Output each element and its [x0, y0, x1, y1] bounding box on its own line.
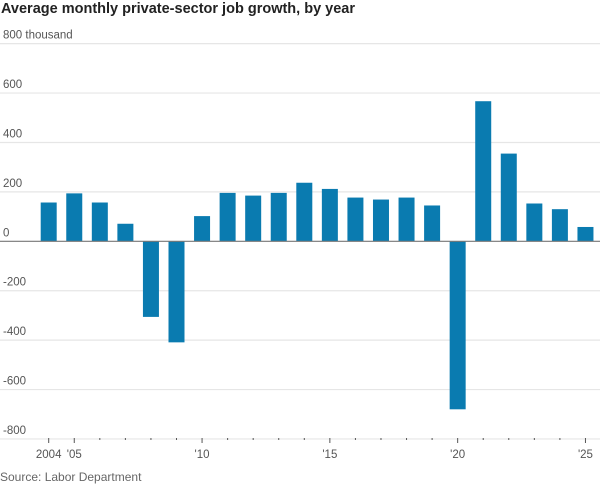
bar-2005 [66, 193, 83, 242]
x-tick-label: '25 [578, 449, 593, 461]
bar-2018 [398, 197, 415, 242]
y-tick-label: 200 [3, 178, 22, 190]
bar-2019 [424, 205, 441, 242]
y-tick-label: -200 [3, 277, 26, 289]
y-tick-label: -400 [3, 326, 26, 338]
bar-2021 [475, 101, 492, 242]
bar-2011 [219, 192, 236, 242]
x-tick-label: '15 [322, 449, 337, 461]
bar-2006 [91, 202, 108, 242]
bar-2022 [500, 153, 517, 242]
bar-2004 [40, 202, 57, 242]
bar-2013 [270, 192, 287, 242]
x-tick-label: '10 [195, 449, 210, 461]
y-tick-label: 800 thousand [3, 30, 73, 42]
bar-2023 [526, 203, 543, 242]
chart-title: Average monthly private-sector job growt… [1, 1, 355, 17]
x-tick-label: '05 [67, 449, 82, 461]
bar-chart: 800 thousand 600 400 200 0 -200 -400 -600 -800 20… [0, 30, 600, 461]
bar-2008 [142, 241, 159, 317]
y-tick-label: 600 [3, 79, 22, 91]
y-tick-label: 0 [3, 227, 9, 239]
bar-2007 [117, 223, 134, 242]
y-tick-label: -800 [3, 425, 26, 437]
bar-2017 [372, 199, 389, 242]
y-tick-label: -600 [3, 376, 26, 388]
x-tick-label: 2004 [36, 449, 62, 461]
bar-2024 [551, 209, 568, 242]
bar-2025 [577, 226, 594, 242]
bar-2012 [245, 195, 262, 242]
bar-2020 [449, 241, 466, 410]
bar-2016 [347, 197, 364, 242]
y-tick-label: 400 [3, 128, 22, 140]
source-note: Source: Labor Department [0, 470, 142, 484]
bar-2010 [194, 216, 211, 242]
bar-2015 [321, 188, 338, 242]
bar-2009 [168, 241, 185, 343]
bar-2014 [296, 182, 313, 242]
x-tick-label: '20 [450, 449, 465, 461]
